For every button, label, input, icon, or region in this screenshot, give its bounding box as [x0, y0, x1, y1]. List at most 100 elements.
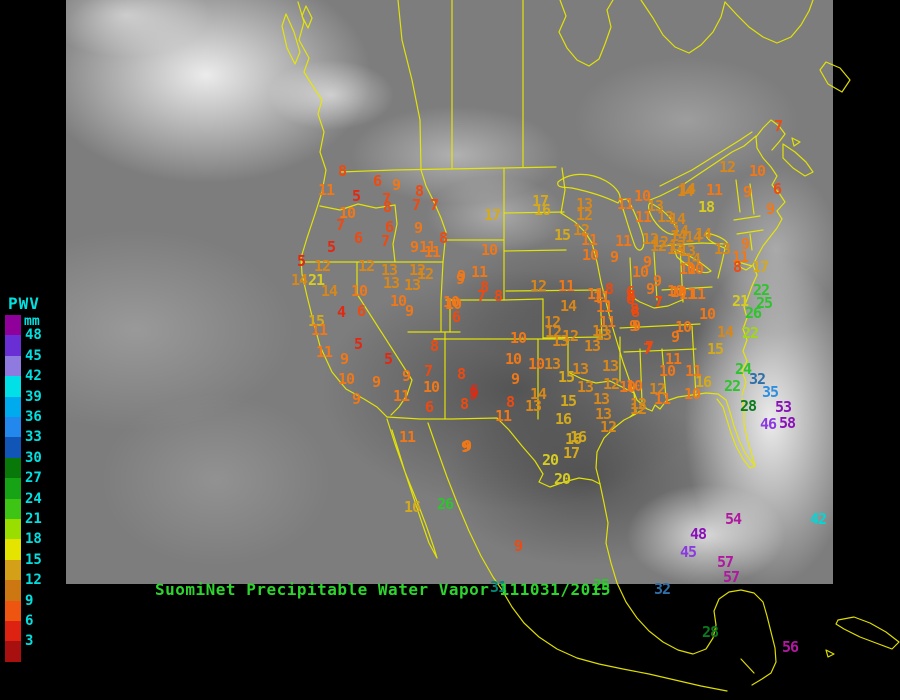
- station-value: 24: [734, 359, 752, 378]
- legend-swatch: [5, 498, 21, 519]
- station-value: 18: [697, 197, 715, 216]
- station-value: 14: [529, 384, 547, 403]
- station-value: 11: [592, 287, 610, 306]
- station-value: 11: [423, 242, 441, 261]
- legend-tick-label: 6: [25, 613, 34, 629]
- legend-unit-label: mm: [24, 314, 40, 329]
- station-value: 7: [335, 215, 345, 234]
- legend-swatch: [5, 621, 21, 642]
- station-value: 53: [774, 397, 792, 416]
- station-value: 5: [468, 384, 478, 403]
- station-value: 9: [513, 536, 523, 555]
- station-value: 14: [671, 221, 689, 240]
- station-value: 7: [476, 286, 486, 305]
- station-value: 7: [381, 189, 391, 208]
- station-value: 6: [353, 228, 363, 247]
- satellite-image: [66, 0, 833, 584]
- legend-swatch: [5, 519, 21, 540]
- station-value: 25: [755, 293, 773, 312]
- legend-tick-label: 42: [25, 368, 42, 385]
- station-value: 57: [722, 567, 740, 586]
- station-value: 6: [451, 307, 461, 326]
- legend-swatch: [5, 417, 21, 438]
- station-value: 10: [748, 161, 766, 180]
- station-value: 8: [604, 279, 614, 298]
- station-value: 11: [494, 406, 512, 425]
- station-value: 14: [694, 224, 712, 243]
- station-value: 10: [504, 349, 522, 368]
- legend-tick-label: 12: [25, 572, 42, 589]
- station-value: 15: [557, 367, 575, 386]
- station-value: 13: [591, 321, 609, 340]
- station-value: 42: [809, 509, 827, 528]
- station-value: 10: [581, 245, 599, 264]
- station-value: 11: [470, 262, 488, 281]
- station-value: 48: [689, 524, 707, 543]
- station-value: 9: [404, 301, 414, 320]
- station-value: 26: [744, 303, 762, 322]
- station-value: 8: [459, 394, 469, 413]
- station-value: 6: [384, 217, 394, 236]
- station-value: 5: [326, 237, 336, 256]
- station-value: 5: [296, 251, 306, 270]
- station-value: 9: [413, 218, 423, 237]
- station-value: 10: [658, 361, 676, 380]
- legend-swatch: [5, 478, 21, 499]
- station-value: 8: [505, 392, 515, 411]
- station-value: 12: [561, 326, 579, 345]
- station-value: 56: [781, 637, 799, 656]
- station-value: 8: [429, 336, 439, 355]
- station-value: 13: [601, 356, 619, 375]
- station-value: 16: [554, 409, 572, 428]
- station-value: 13: [551, 331, 569, 350]
- station-value: 11: [616, 194, 634, 213]
- station-value: 6: [625, 289, 635, 308]
- station-value: 6: [356, 301, 366, 320]
- station-value: 9: [391, 175, 401, 194]
- station-value: 11: [398, 427, 416, 446]
- station-value: 14: [684, 227, 702, 246]
- geography-outline-group: [281, 0, 900, 692]
- station-value: 8: [414, 181, 424, 200]
- station-value: 7: [380, 231, 390, 250]
- station-value: 9: [742, 182, 752, 201]
- legend-swatch: [5, 355, 21, 377]
- station-value: 11: [653, 389, 671, 408]
- legend-swatch: [5, 335, 21, 356]
- station-value: 35: [761, 382, 779, 401]
- station-value: 9: [628, 316, 638, 335]
- legend-tick-label: 45: [25, 347, 42, 364]
- station-value: 12: [602, 374, 620, 393]
- station-value: 13: [575, 194, 593, 213]
- station-value: 11: [392, 386, 410, 405]
- station-value: 11: [598, 312, 616, 331]
- station-value: 45: [679, 542, 697, 561]
- station-value: 10: [683, 384, 701, 403]
- legend-swatch: [5, 376, 21, 397]
- station-value: 12: [357, 256, 375, 275]
- legend-title: PWV: [8, 294, 40, 313]
- station-value: 7: [773, 116, 783, 135]
- station-value: 12: [408, 260, 426, 279]
- station-value: 5: [469, 381, 479, 400]
- station-value: 12: [629, 394, 647, 413]
- station-value: 9: [339, 349, 349, 368]
- station-value: 13: [594, 325, 612, 344]
- station-value: 9: [765, 199, 775, 218]
- legend-tick-label: 18: [25, 531, 42, 548]
- station-value: 17: [562, 443, 580, 462]
- station-value: 12: [543, 312, 561, 331]
- station-value: 8: [382, 197, 392, 216]
- station-value: 13: [594, 404, 612, 423]
- station-value: 17: [483, 205, 501, 224]
- station-value: 12: [572, 220, 590, 239]
- station-value: 28: [701, 622, 719, 641]
- legend-swatch: [5, 600, 21, 621]
- station-value: 31: [489, 577, 507, 596]
- station-value: 13: [524, 396, 542, 415]
- legend-swatch: [5, 457, 21, 479]
- station-value: 11: [310, 320, 328, 339]
- station-value: 13: [592, 389, 610, 408]
- station-value: 14: [320, 281, 338, 300]
- station-value: 22: [752, 280, 770, 299]
